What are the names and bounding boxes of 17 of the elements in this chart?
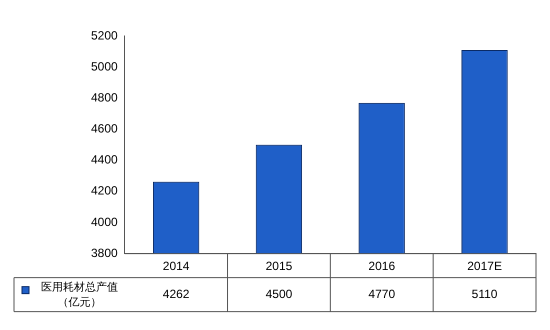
y-tick-label: 4000 xyxy=(90,214,118,229)
x-tick-label: 2014 xyxy=(162,259,190,274)
y-tick-label: 5000 xyxy=(90,59,118,74)
x-tick-label: 2016 xyxy=(368,259,396,274)
y-tick-label: 4400 xyxy=(90,152,118,167)
data-label: 4770 xyxy=(368,286,396,301)
y-tick-label: 4200 xyxy=(90,184,118,198)
data-label: 4262 xyxy=(162,286,190,301)
x-tick-label: 2017E xyxy=(467,259,502,274)
y-tick-label: 3800 xyxy=(90,246,118,260)
x-tick-label: 2015 xyxy=(266,259,293,274)
data-label: 5110 xyxy=(472,286,498,301)
y-tick-label: 5200 xyxy=(90,28,118,42)
y-tick-label: 4800 xyxy=(90,90,118,104)
legend-label: 医用耗材总产值（亿元） xyxy=(40,280,118,309)
y-tick-label: 4600 xyxy=(90,122,118,136)
data-label: 4500 xyxy=(266,286,293,301)
